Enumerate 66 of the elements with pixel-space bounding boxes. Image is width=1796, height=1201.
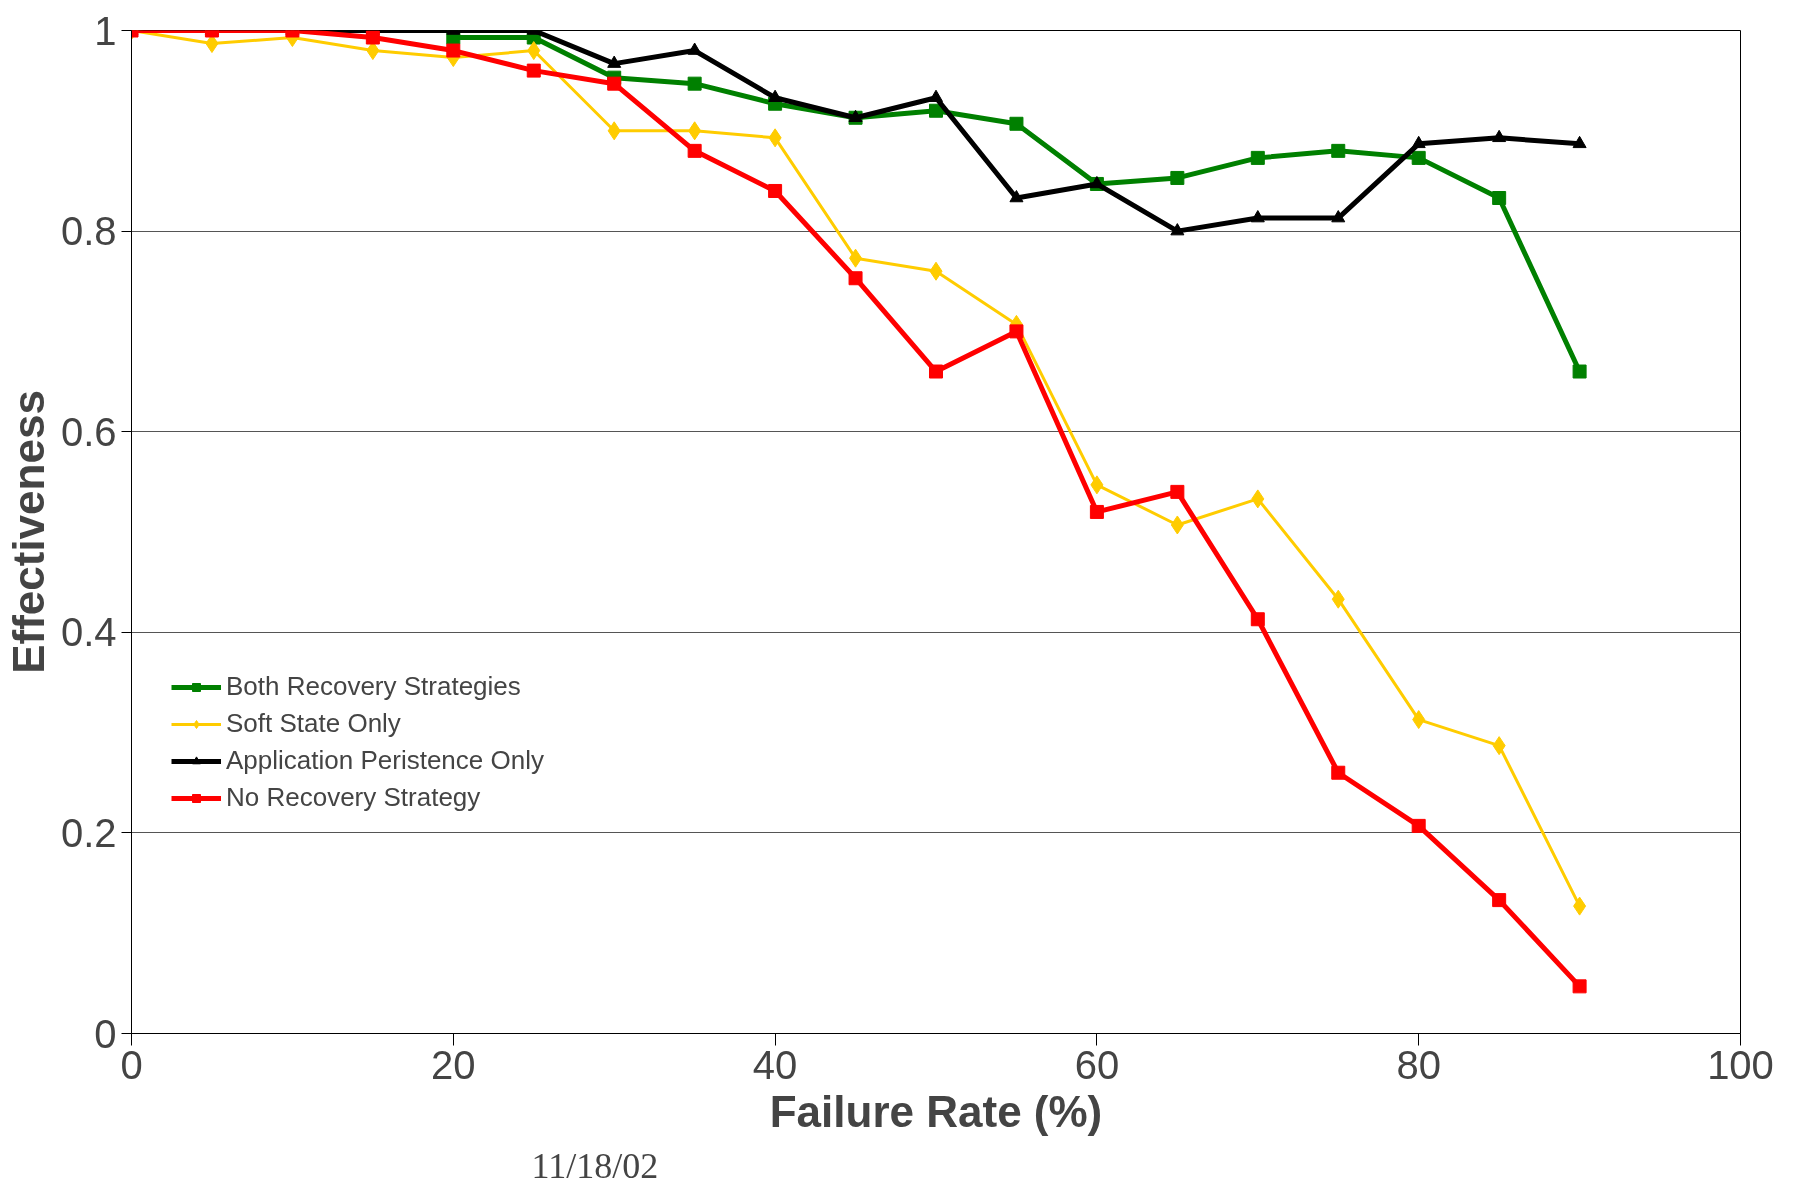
point <box>607 121 621 141</box>
point <box>929 261 943 281</box>
point <box>687 76 702 91</box>
point <box>1412 710 1426 730</box>
point <box>1009 324 1024 339</box>
point <box>848 271 863 286</box>
point <box>1251 489 1265 509</box>
point <box>1170 515 1184 535</box>
x-tick-label: 20 <box>431 1042 476 1087</box>
point <box>1411 135 1426 149</box>
x-tick-label: 40 <box>752 1042 798 1087</box>
point <box>688 121 702 141</box>
point <box>1572 979 1587 994</box>
point <box>1250 210 1265 223</box>
point <box>1411 150 1426 165</box>
y-tick-label: 0.4 <box>60 610 117 655</box>
point <box>1492 736 1506 756</box>
point <box>1331 589 1345 609</box>
point <box>929 89 943 102</box>
point <box>1170 223 1185 236</box>
x-tick-label: 100 <box>1707 1042 1774 1087</box>
point <box>1492 893 1507 908</box>
point <box>1009 116 1024 131</box>
legend-label: Application Peristence Only <box>226 745 544 776</box>
x-tick-label: 60 <box>1074 1042 1120 1087</box>
point <box>526 63 541 78</box>
y-tick-label: 0.2 <box>60 810 117 855</box>
y-tick-label: 1 <box>94 8 117 53</box>
point <box>1572 135 1587 149</box>
text: 11/18/02 <box>531 1145 659 1186</box>
point <box>1089 504 1104 519</box>
point <box>1492 129 1507 143</box>
point <box>1573 896 1587 916</box>
point <box>687 143 702 158</box>
legend-label: No Recovery Strategy <box>226 782 481 813</box>
point <box>1411 818 1426 833</box>
point <box>768 128 782 148</box>
legend-label: Both Recovery Strategies <box>226 671 521 702</box>
y-tick-label: 0.6 <box>60 409 117 454</box>
point <box>1250 150 1265 165</box>
point <box>527 41 541 61</box>
point <box>768 89 783 102</box>
legend-label: Soft State Only <box>226 708 401 739</box>
point <box>1331 765 1346 780</box>
point <box>1170 484 1185 499</box>
point <box>1090 475 1104 495</box>
x-axis-title: Failure Rate (%) <box>769 1086 1103 1136</box>
point <box>607 55 622 68</box>
point <box>365 30 380 45</box>
point <box>607 76 622 91</box>
point <box>1572 364 1587 379</box>
point <box>1331 210 1346 223</box>
y-axis-title: Effectiveness <box>3 390 53 674</box>
y-tick-label: 0.8 <box>60 209 117 254</box>
point <box>849 248 863 268</box>
point <box>1492 191 1507 205</box>
point <box>687 42 702 55</box>
point <box>929 364 943 379</box>
point <box>1009 190 1024 203</box>
point <box>1170 170 1185 185</box>
y-tick-label: 0 <box>94 1011 117 1056</box>
point <box>446 43 461 58</box>
point <box>768 183 783 198</box>
point <box>1250 612 1265 627</box>
x-tick-label: 80 <box>1396 1042 1441 1087</box>
point <box>1331 143 1346 158</box>
